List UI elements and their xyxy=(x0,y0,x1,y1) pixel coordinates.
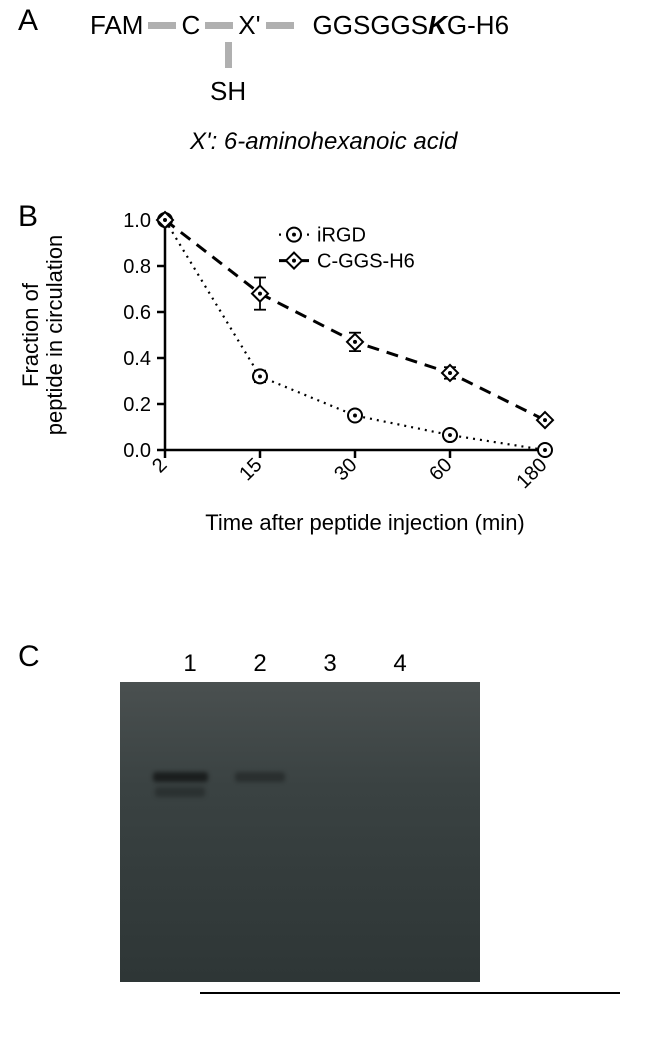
panel-c: C 1 2 3 4 xyxy=(0,640,650,1040)
gel-image xyxy=(120,682,480,982)
svg-text:Fraction of: Fraction of xyxy=(18,282,43,387)
seq-dash-icon xyxy=(205,22,233,29)
svg-text:15: 15 xyxy=(235,454,266,485)
lane-label: 3 xyxy=(295,650,365,678)
lane-label: 2 xyxy=(225,650,295,678)
panel-c-label: C xyxy=(18,640,40,674)
panel-a-footnote: X': 6-aminohexanoic acid xyxy=(190,128,457,156)
lane-label: 1 xyxy=(155,650,225,678)
seq-c: C xyxy=(181,10,200,41)
svg-text:peptide in circulation: peptide in circulation xyxy=(42,235,67,436)
seq-tail-post: G-H6 xyxy=(447,10,509,41)
seq-dash-icon xyxy=(148,22,176,29)
seq-sh: SH xyxy=(210,76,246,107)
svg-text:2: 2 xyxy=(148,454,171,477)
svg-text:iRGD: iRGD xyxy=(317,225,366,247)
gel-lane-labels: 1 2 3 4 xyxy=(155,650,435,678)
panel-a-label: A xyxy=(18,4,38,38)
circulation-chart: 0.0 0.2 0.4 0.6 0.8 1.0 2 15 30 60 180 Time after p… xyxy=(0,200,620,590)
svg-text:180: 180 xyxy=(512,454,551,493)
panel-b: B 0.00.20.40.60.81.02153060180Time after… xyxy=(0,200,650,620)
svg-text:0.4: 0.4 xyxy=(123,348,151,370)
lane-label: 4 xyxy=(365,650,435,678)
seq-tail-k: K xyxy=(428,10,447,41)
sequence-line: FAM C X' GGSGGSKG-H6 xyxy=(90,10,509,41)
panel-a: A FAM C X' GGSGGSKG-H6 SH X': 6-aminohex… xyxy=(0,0,650,180)
seq-tail-pre: GGSGGS xyxy=(313,10,429,41)
gel-bottom-rule xyxy=(200,992,620,994)
seq-fam: FAM xyxy=(90,10,143,41)
svg-text:0.0: 0.0 xyxy=(123,440,151,462)
svg-text:1.0: 1.0 xyxy=(123,210,151,232)
svg-text:60: 60 xyxy=(425,454,456,485)
svg-text:0.6: 0.6 xyxy=(123,302,151,324)
svg-text:Time after peptide injection (: Time after peptide injection (min) xyxy=(205,510,525,535)
svg-text:0.2: 0.2 xyxy=(123,394,151,416)
svg-text:C-GGS-H6: C-GGS-H6 xyxy=(317,251,415,273)
seq-dash-icon xyxy=(266,22,294,29)
svg-text:30: 30 xyxy=(330,454,361,485)
seq-x: X' xyxy=(238,10,260,41)
svg-text:0.8: 0.8 xyxy=(123,256,151,278)
seq-vdash-icon xyxy=(225,42,232,68)
